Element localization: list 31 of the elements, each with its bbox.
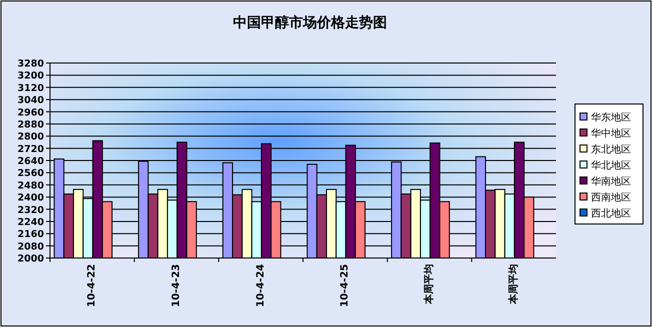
legend-label: 西北地区: [591, 208, 631, 220]
y-tick-label: 2560: [18, 168, 44, 180]
y-tick-label: 2800: [18, 132, 44, 143]
x-tick-label: 10-4-22: [86, 264, 98, 308]
y-tick-label: 2000: [18, 254, 44, 264]
y-tick-label: 3200: [18, 70, 44, 82]
x-tick-label: 本周平均: [423, 264, 435, 305]
y-tick-label: 2320: [18, 204, 44, 216]
y-tick-label: 2480: [18, 180, 44, 192]
y-tick-label: 2720: [18, 144, 44, 155]
y-tick-label: 2880: [18, 119, 44, 130]
x-tick-label: 10-4-25: [340, 264, 351, 308]
legend-label: 华东地区: [591, 112, 631, 124]
y-tick-label: 3040: [18, 95, 44, 106]
y-tick-label: 2080: [18, 241, 44, 252]
x-tick-label: 10-4-24: [255, 264, 266, 308]
x-tick-label: 本周平均: [507, 264, 520, 305]
legend-label: 华中地区: [591, 128, 631, 140]
y-tick-label: 2160: [18, 229, 44, 240]
legend-label: 华北地区: [591, 160, 631, 172]
y-tick-label: 3280: [18, 58, 44, 70]
chart-title: 中国甲醇市场价格走势图: [233, 14, 387, 31]
y-tick-label: 2640: [18, 156, 44, 167]
y-tick-label: 2960: [18, 107, 44, 118]
legend-label: 华南地区: [591, 176, 631, 188]
y-tick-label: 2240: [18, 216, 44, 228]
y-tick-label: 2400: [18, 192, 44, 204]
x-tick-label: 10-4-23: [171, 264, 182, 308]
legend-label: 西南地区: [591, 192, 631, 204]
legend-label: 东北地区: [591, 144, 631, 156]
y-tick-label: 3120: [18, 82, 44, 94]
